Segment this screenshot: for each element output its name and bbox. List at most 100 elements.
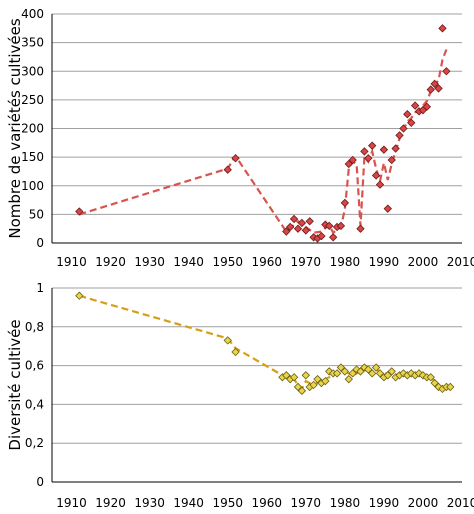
data-point: [434, 84, 443, 93]
data-point: [309, 380, 318, 390]
x-tick-label: 1910: [56, 496, 87, 510]
x-tick-label: 1980: [330, 255, 361, 269]
data-point: [340, 367, 350, 376]
data-point: [395, 131, 404, 140]
x-tick-label: 1930: [134, 255, 165, 269]
data-point: [422, 102, 432, 111]
data-point: [223, 336, 232, 345]
y-tick-label: 0,4: [25, 397, 44, 411]
data-point: [430, 79, 439, 89]
data-point: [231, 154, 240, 163]
y-axis-label: Nombre de variétés cultivées: [6, 18, 24, 239]
data-point: [282, 227, 291, 236]
data-point: [414, 369, 424, 378]
data-point: [348, 369, 357, 378]
data-point: [325, 221, 334, 230]
x-tick-label: 1970: [291, 255, 322, 269]
data-point: [360, 363, 369, 372]
y-tick-label: 300: [21, 64, 44, 78]
data-point: [430, 378, 439, 388]
y-tick-label: 100: [21, 179, 44, 193]
data-point: [387, 155, 396, 165]
y-tick-label: 0: [36, 475, 44, 489]
y-tick-label: 0,8: [25, 320, 44, 334]
data-point: [336, 221, 346, 230]
data-point: [223, 165, 232, 174]
data-point: [344, 375, 353, 384]
x-tick-label: 1980: [330, 496, 361, 510]
x-tick-label: 1960: [251, 255, 282, 269]
x-tick-label: 1970: [291, 496, 322, 510]
data-point: [75, 291, 84, 300]
x-tick-label: 1990: [369, 255, 400, 269]
data-point: [446, 382, 455, 392]
data-point: [289, 214, 299, 224]
data-point: [289, 373, 299, 382]
data-point: [364, 154, 373, 163]
data-point: [231, 347, 240, 357]
data-point: [375, 180, 385, 189]
x-tick-label: 1910: [56, 255, 87, 269]
data-point: [379, 145, 389, 154]
data-point: [332, 369, 342, 378]
data-point: [317, 231, 326, 241]
data-point: [364, 365, 373, 374]
data-point: [75, 207, 84, 216]
data-point: [301, 226, 310, 235]
data-point: [313, 375, 322, 384]
x-tick-label: 2000: [408, 496, 439, 510]
x-tick-label: 2010: [447, 496, 474, 510]
data-point: [293, 224, 303, 233]
x-tick-label: 1940: [173, 255, 204, 269]
data-point: [410, 101, 420, 110]
y-tick-label: 50: [29, 207, 44, 221]
data-point: [336, 363, 346, 372]
data-point: [286, 222, 295, 232]
y-axis-label: Diversité cultivée: [6, 319, 24, 450]
data-point: [297, 386, 307, 395]
x-tick-label: 1930: [134, 496, 165, 510]
y-tick-label: 1: [36, 281, 44, 295]
data-point: [293, 382, 303, 392]
y-tick-label: 200: [21, 122, 44, 136]
trend-line: [78, 49, 448, 235]
x-tick-label: 1960: [251, 496, 282, 510]
x-tick-label: 2000: [408, 255, 439, 269]
x-tick-label: 2010: [447, 255, 474, 269]
data-point: [368, 369, 377, 378]
y-tick-label: 250: [21, 93, 44, 107]
data-point: [375, 369, 385, 378]
data-point: [426, 373, 435, 382]
data-point: [399, 369, 408, 378]
data-point: [301, 371, 310, 380]
y-tick-label: 400: [21, 7, 44, 21]
y-tick-label: 0: [36, 236, 44, 250]
data-point: [297, 218, 307, 228]
y-tick-label: 150: [21, 150, 44, 164]
y-tick-label: 0,2: [25, 436, 44, 450]
y-tick-label: 350: [21, 36, 44, 50]
data-point: [305, 217, 314, 226]
x-tick-label: 1940: [173, 496, 204, 510]
y-tick-label: 0,6: [25, 359, 44, 373]
data-point: [356, 224, 365, 233]
data-point: [368, 141, 377, 150]
data-point: [387, 367, 396, 376]
data-point: [383, 371, 392, 380]
data-point: [426, 85, 435, 94]
data-point: [383, 204, 392, 213]
x-tick-label: 1920: [95, 496, 126, 510]
x-tick-label: 1950: [212, 255, 243, 269]
data-point: [321, 376, 330, 386]
x-tick-label: 1920: [95, 255, 126, 269]
data-point: [282, 371, 291, 380]
data-point: [340, 198, 350, 208]
data-point: [371, 363, 381, 372]
data-point: [438, 24, 447, 33]
data-point: [344, 159, 353, 169]
x-tick-label: 1990: [369, 496, 400, 510]
data-point: [403, 110, 412, 119]
data-point: [360, 147, 369, 156]
diversity-chart: 0 0,2 0,4 0,6 0,8 1 1910 1920 1930 1940 1950 1960 19…: [6, 281, 474, 510]
